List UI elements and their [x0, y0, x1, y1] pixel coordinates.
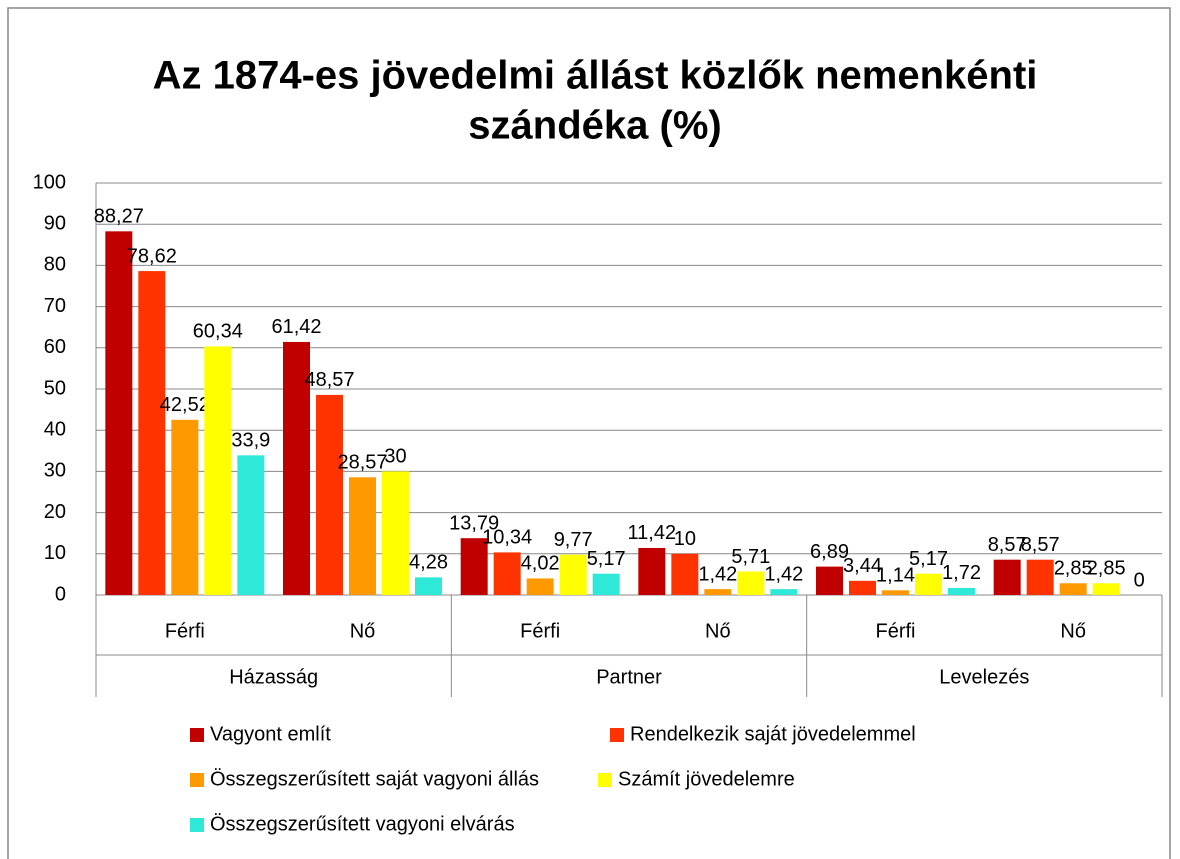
- data-label: 4,28: [409, 552, 448, 574]
- bar: [415, 577, 442, 595]
- y-tick-label: 30: [44, 460, 66, 482]
- y-tick-label: 70: [44, 295, 66, 317]
- bar: [349, 477, 376, 595]
- legend-swatch: [190, 773, 204, 787]
- bar: [704, 589, 732, 595]
- data-label: 3,44: [843, 555, 882, 577]
- y-tick-label: 50: [44, 377, 66, 399]
- bar: [460, 538, 488, 595]
- y-tick-label: 20: [44, 501, 66, 523]
- data-label: 5,17: [587, 548, 626, 570]
- x-tick-label: Férfi: [876, 620, 916, 642]
- bar: [559, 554, 587, 595]
- data-label: 10,34: [482, 527, 532, 549]
- bar: [171, 419, 199, 595]
- legend-label: Összegszerűsített saját vagyoni állás: [210, 768, 539, 790]
- legend-label: Összegszerűsített vagyoni elvárás: [210, 813, 515, 835]
- data-label: 1,42: [698, 563, 737, 585]
- legend-swatch: [610, 728, 624, 742]
- x-tick-label: Nő: [1060, 620, 1086, 642]
- data-label: 9,77: [554, 529, 593, 551]
- bar: [1092, 583, 1120, 595]
- bar: [948, 587, 975, 595]
- y-tick-label: 60: [44, 336, 66, 358]
- bar: [849, 580, 876, 595]
- data-label: 88,27: [94, 206, 144, 228]
- data-label: 13,79: [449, 512, 499, 534]
- x-tick-label: Nő: [705, 620, 731, 642]
- bar: [105, 231, 133, 595]
- bar: [737, 571, 765, 595]
- bar: [1059, 583, 1087, 595]
- data-label: 0: [1134, 569, 1145, 591]
- data-label: 61,42: [271, 316, 321, 338]
- legend-label: Rendelkezik saját jövedelemmel: [630, 723, 916, 745]
- data-label: 48,57: [304, 369, 354, 391]
- data-label: 1,42: [764, 563, 803, 585]
- y-tick-label: 100: [33, 171, 66, 193]
- data-label: 10: [674, 528, 696, 550]
- y-tick-label: 90: [44, 212, 66, 234]
- bar: [204, 346, 232, 595]
- bar: [1026, 559, 1054, 595]
- x-tick-label: Férfi: [520, 620, 560, 642]
- y-tick-label: 40: [44, 418, 66, 440]
- bar: [526, 578, 554, 595]
- data-label: 5,71: [731, 546, 770, 568]
- bar: [638, 547, 666, 595]
- bar: [283, 341, 310, 595]
- data-label: 8,57: [988, 534, 1027, 556]
- bar: [316, 394, 343, 595]
- data-label: 30: [384, 446, 406, 468]
- data-label: 42,52: [160, 394, 210, 416]
- bar: [592, 573, 620, 595]
- legend-swatch: [190, 818, 204, 832]
- legend-swatch: [598, 773, 612, 787]
- data-label: 8,57: [1021, 534, 1060, 556]
- legend-label: Vagyont említ: [210, 723, 331, 745]
- bar: [671, 553, 699, 595]
- bar: [382, 471, 409, 595]
- data-label: 2,85: [1054, 558, 1093, 580]
- data-label: 4,02: [521, 553, 560, 575]
- data-label: 78,62: [127, 245, 177, 267]
- bar: [138, 271, 166, 595]
- legend-swatch: [190, 728, 204, 742]
- data-label: 1,72: [942, 562, 981, 584]
- legend-label: Számít jövedelemre: [618, 768, 795, 790]
- group-label: Partner: [596, 666, 662, 688]
- group-label: Levelezés: [939, 666, 1029, 688]
- bar: [915, 573, 942, 595]
- chart-title: Az 1874-es jövedelmi állást közlők nemen…: [153, 54, 1038, 98]
- bar: [770, 589, 798, 595]
- data-label: 5,17: [909, 548, 948, 570]
- data-label: 1,14: [876, 565, 915, 587]
- data-label: 11,42: [628, 522, 677, 544]
- bar: [993, 559, 1021, 595]
- bar: [882, 590, 909, 595]
- group-label: Házasság: [229, 666, 318, 688]
- data-label: 33,9: [231, 430, 270, 452]
- bar: [816, 566, 843, 595]
- x-tick-label: Nő: [350, 620, 376, 642]
- x-tick-label: Férfi: [165, 620, 205, 642]
- chart-title: szándéka (%): [468, 104, 721, 148]
- bar: [237, 455, 265, 595]
- data-label: 28,57: [337, 452, 387, 474]
- data-label: 6,89: [810, 541, 849, 563]
- data-label: 60,34: [193, 321, 243, 343]
- y-tick-label: 0: [55, 583, 66, 605]
- bar: [493, 552, 521, 595]
- y-tick-label: 10: [44, 542, 66, 564]
- y-tick-label: 80: [44, 254, 66, 276]
- chart-frame: [7, 7, 1171, 859]
- data-label: 2,85: [1087, 558, 1126, 580]
